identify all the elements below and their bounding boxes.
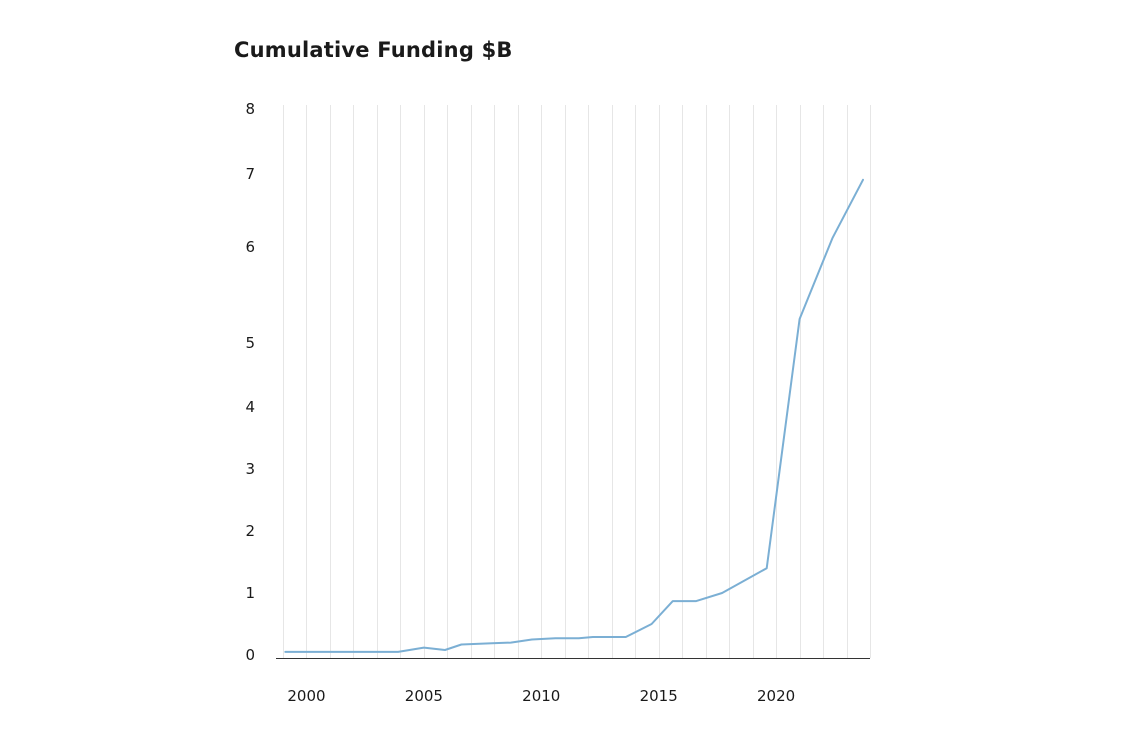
series-line-0 xyxy=(284,178,864,653)
y-axis-ticks: 0 1 2 3 4 5 6 7 8 xyxy=(245,100,255,664)
x-tick-label-2000: 2000 xyxy=(287,687,325,705)
y-tick-label-3: 3 xyxy=(245,460,255,478)
x-tick-label-2010: 2010 xyxy=(522,687,560,705)
series-layer xyxy=(284,178,864,653)
chart-title: Cumulative Funding $B xyxy=(234,38,513,62)
y-tick-label-4: 4 xyxy=(245,398,255,416)
x-tick-label-2020: 2020 xyxy=(757,687,795,705)
y-tick-label-2: 2 xyxy=(245,522,255,540)
grid-lines xyxy=(283,105,871,658)
y-tick-label-0: 0 xyxy=(245,646,255,664)
x-tick-label-2005: 2005 xyxy=(405,687,443,705)
y-tick-label-5: 5 xyxy=(245,334,255,352)
y-tick-label-8: 8 xyxy=(245,100,255,118)
y-tick-label-7: 7 xyxy=(245,165,255,183)
y-tick-label-6: 6 xyxy=(245,238,255,256)
x-tick-label-2015: 2015 xyxy=(640,687,678,705)
x-axis-ticks: 2000 2005 2010 2015 2020 xyxy=(287,687,795,705)
y-tick-label-1: 1 xyxy=(245,584,255,602)
